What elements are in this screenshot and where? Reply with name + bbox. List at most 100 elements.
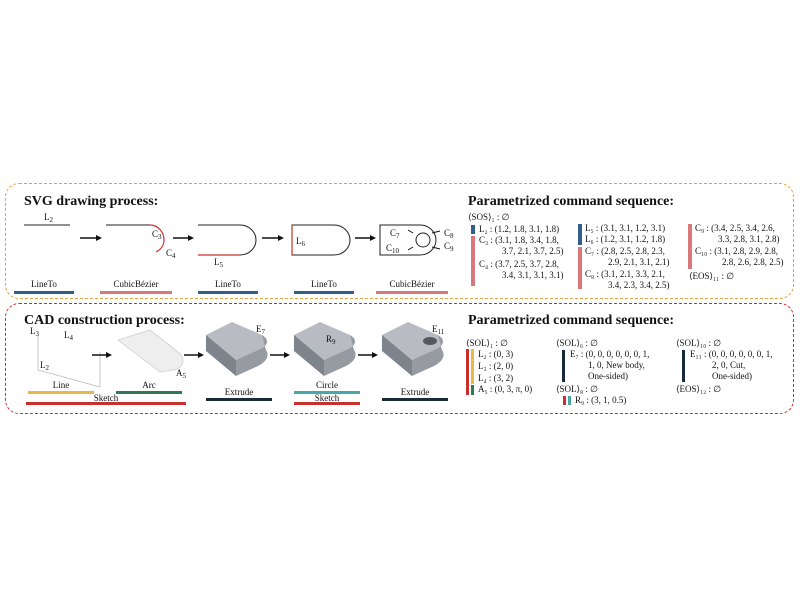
svg-step-bar-2 xyxy=(100,291,172,294)
svg-cmd-bar-c9-c10 xyxy=(688,224,692,269)
cad-extrude-2-front xyxy=(294,335,324,376)
label-c7: C7 xyxy=(390,228,400,240)
cad-construction-panel: CAD construction process: Parametrized c… xyxy=(5,303,794,414)
cad-cmd-e7-a: E₇ : (0, 0, 0, 0, 0, 0, 1, xyxy=(570,349,650,359)
cad-cmd-sol1: ⟨SOL⟩₁ : ∅ xyxy=(466,338,509,348)
cad-step-bar-extrude-2 xyxy=(382,398,448,401)
cad-label-l3: L3 xyxy=(30,326,39,338)
step4-shape xyxy=(291,224,351,256)
svg-cmd-l6: L₆ : (1.2, 3.1, 1.2, 1.8) xyxy=(585,234,666,244)
cad-cmd-eos12: ⟨EOS⟩₁₂ : ∅ xyxy=(676,384,722,394)
svg-cmd-c3-a: C₃ : (3.1, 1.8, 3.4, 1.8, xyxy=(479,235,559,245)
cad-label-e7: E7 xyxy=(256,324,265,336)
svg-step-label-5: CubicBézier xyxy=(389,279,435,289)
svg-cmd-c7-a: C₇ : (2.8, 2.5, 2.8, 2.3, xyxy=(585,246,665,256)
cad-arrow-3-head xyxy=(284,352,290,358)
cad-step-label-circle: Circle xyxy=(316,380,338,390)
svg-cmd-c9: C₉ : (3.4, 2.5, 3.4, 2.6, 3.3, 2.8, 3.1,… xyxy=(695,223,780,245)
cad-step-label-arc: Arc xyxy=(142,380,156,390)
label-l5: L5 xyxy=(214,257,223,269)
cad-extrude-3-side xyxy=(412,335,444,376)
cad-panel-title: CAD construction process: xyxy=(24,313,185,328)
cad-sketch-lines xyxy=(37,335,101,388)
cad-cmd-a5: A₅ : (0, 3, π, 0) xyxy=(478,384,533,394)
cad-step-label-line: Line xyxy=(52,380,70,390)
svg-seq-title: Parametrized command sequence: xyxy=(468,194,675,209)
svg-cmd-c4: C₄ : (3.7, 2.5, 3.7, 2.8, 3.4, 3.1, 3.1,… xyxy=(479,259,564,281)
cad-cmd-bar-circle xyxy=(568,396,571,405)
cad-label-l2: L2 xyxy=(40,360,49,372)
cad-cmd-e11-a: E₁₁ : (0, 0, 0, 0, 0, 0, 1, xyxy=(690,349,773,359)
cad-cmd-bar-sketch-1 xyxy=(466,349,469,395)
arrow-3-head xyxy=(278,235,284,241)
cad-sketch-bar-2 xyxy=(294,402,360,405)
svg-cmd-c9-a: C₉ : (3.4, 2.5, 3.4, 2.6, xyxy=(695,223,775,233)
cad-cmd-bar-sketch-2 xyxy=(563,396,566,405)
step5-arrow-c10 xyxy=(407,246,414,251)
cad-seq-title: Parametrized command sequence: xyxy=(468,313,675,328)
arrow-2-head xyxy=(188,235,194,241)
svg-cmd-c8: C₈ : (3.1, 2.1, 3.3, 2.1, 3.4, 2.3, 3.4,… xyxy=(585,269,670,291)
step3-shape xyxy=(198,224,257,256)
cad-label-a5: A5 xyxy=(176,368,186,380)
svg-cmd-c9-b: 3.3, 2.8, 3.1, 2.8) xyxy=(718,234,780,244)
step5-arrow-c7 xyxy=(407,229,414,234)
svg-cmd-c10-a: C₁₀ : (3.1, 2.8, 2.9, 2.8, xyxy=(695,246,779,256)
label-c8: C8 xyxy=(444,228,454,240)
cad-step-bar-line xyxy=(28,391,94,394)
cad-cmd-e7: E₇ : (0, 0, 0, 0, 0, 0, 1, 1, 0, New bod… xyxy=(570,349,649,382)
cad-extrude-1-front xyxy=(206,335,236,376)
svg-cmd-c4-b: 3.4, 3.1, 3.1, 3.1) xyxy=(502,270,564,280)
cad-step-bar-extrude-1 xyxy=(206,398,272,401)
svg-cmd-bar-l2 xyxy=(471,225,475,234)
svg-step-label-4: LineTo xyxy=(311,279,337,289)
svg-cmd-c3-b: 3.7, 2.1, 3.7, 2.5) xyxy=(502,246,564,256)
cad-label-l4: L4 xyxy=(64,330,73,342)
cad-arrow-2-head xyxy=(198,352,204,358)
cad-cmd-bar-arc xyxy=(471,385,474,395)
step5-arrow-c9 xyxy=(431,246,441,250)
svg-cmd-c3: C₃ : (3.1, 1.8, 3.4, 1.8, 3.7, 2.1, 3.7,… xyxy=(479,235,564,257)
step2-curve xyxy=(149,224,165,253)
cad-extrude-1-top xyxy=(206,322,267,360)
cad-cmd-r9: R₉ : (3, 1, 0.5) xyxy=(575,395,627,405)
cad-sketch-label-1: Sketch xyxy=(93,393,119,403)
cad-extrude-2-top xyxy=(294,322,355,360)
cad-arrow-4-head xyxy=(372,352,378,358)
svg-cmd-c10-b: 2.8, 2.6, 2.8, 2.5) xyxy=(722,257,784,267)
cad-label-r9: R9 xyxy=(326,334,336,346)
svg-cmd-l5: L₅ : (3.1, 3.1, 1.2, 3.1) xyxy=(585,223,666,233)
cad-extrude-1-side xyxy=(236,335,268,376)
cad-label-e11: E11 xyxy=(432,324,445,336)
cad-cmd-sol10: ⟨SOL⟩₁₀ : ∅ xyxy=(676,338,722,348)
cad-sketch-label-2: Sketch xyxy=(314,393,340,403)
svg-cmd-eos: ⟨EOS⟩₁₁ : ∅ xyxy=(689,271,735,281)
label-c9: C9 xyxy=(444,241,454,253)
step5-hole xyxy=(415,232,431,248)
label-l6: L6 xyxy=(296,236,305,248)
svg-step-bar-3 xyxy=(198,291,258,294)
svg-step-label-3: LineTo xyxy=(215,279,241,289)
cad-extrude-3-top xyxy=(382,322,443,360)
cad-cmd-e11-c: One-sided) xyxy=(712,371,752,381)
cad-cmd-l3: L₃ : (2, 0) xyxy=(478,361,514,371)
cad-cmd-bar-e7 xyxy=(562,350,565,382)
label-c4: C4 xyxy=(166,248,176,260)
svg-cmd-bar-c7-c8 xyxy=(578,247,582,289)
svg-cmd-c10: C₁₀ : (3.1, 2.8, 2.9, 2.8, 2.8, 2.6, 2.8… xyxy=(695,246,784,268)
cad-cmd-bar-lines xyxy=(471,349,474,384)
svg-panel-title: SVG drawing process: xyxy=(24,194,159,209)
cad-step-label-extrude-2: Extrude xyxy=(400,387,430,397)
cad-sketch-face xyxy=(117,329,184,373)
cad-cmd-l2: L₂ : (0, 3) xyxy=(478,349,514,359)
svg-cmd-c8-b: 3.4, 2.3, 3.4, 2.5) xyxy=(608,280,670,290)
svg-cmd-bar-c3-c4 xyxy=(471,236,475,286)
svg-step-bar-4 xyxy=(294,291,354,294)
cad-cmd-e7-b: 1, 0, New body, xyxy=(588,360,645,370)
step5-shape xyxy=(379,224,437,256)
svg-drawing-panel: SVG drawing process: Parametrized comman… xyxy=(5,183,794,299)
step5-arrow-c8 xyxy=(431,230,441,234)
svg-cmd-c8-a: C₈ : (3.1, 2.1, 3.3, 2.1, xyxy=(585,269,665,279)
